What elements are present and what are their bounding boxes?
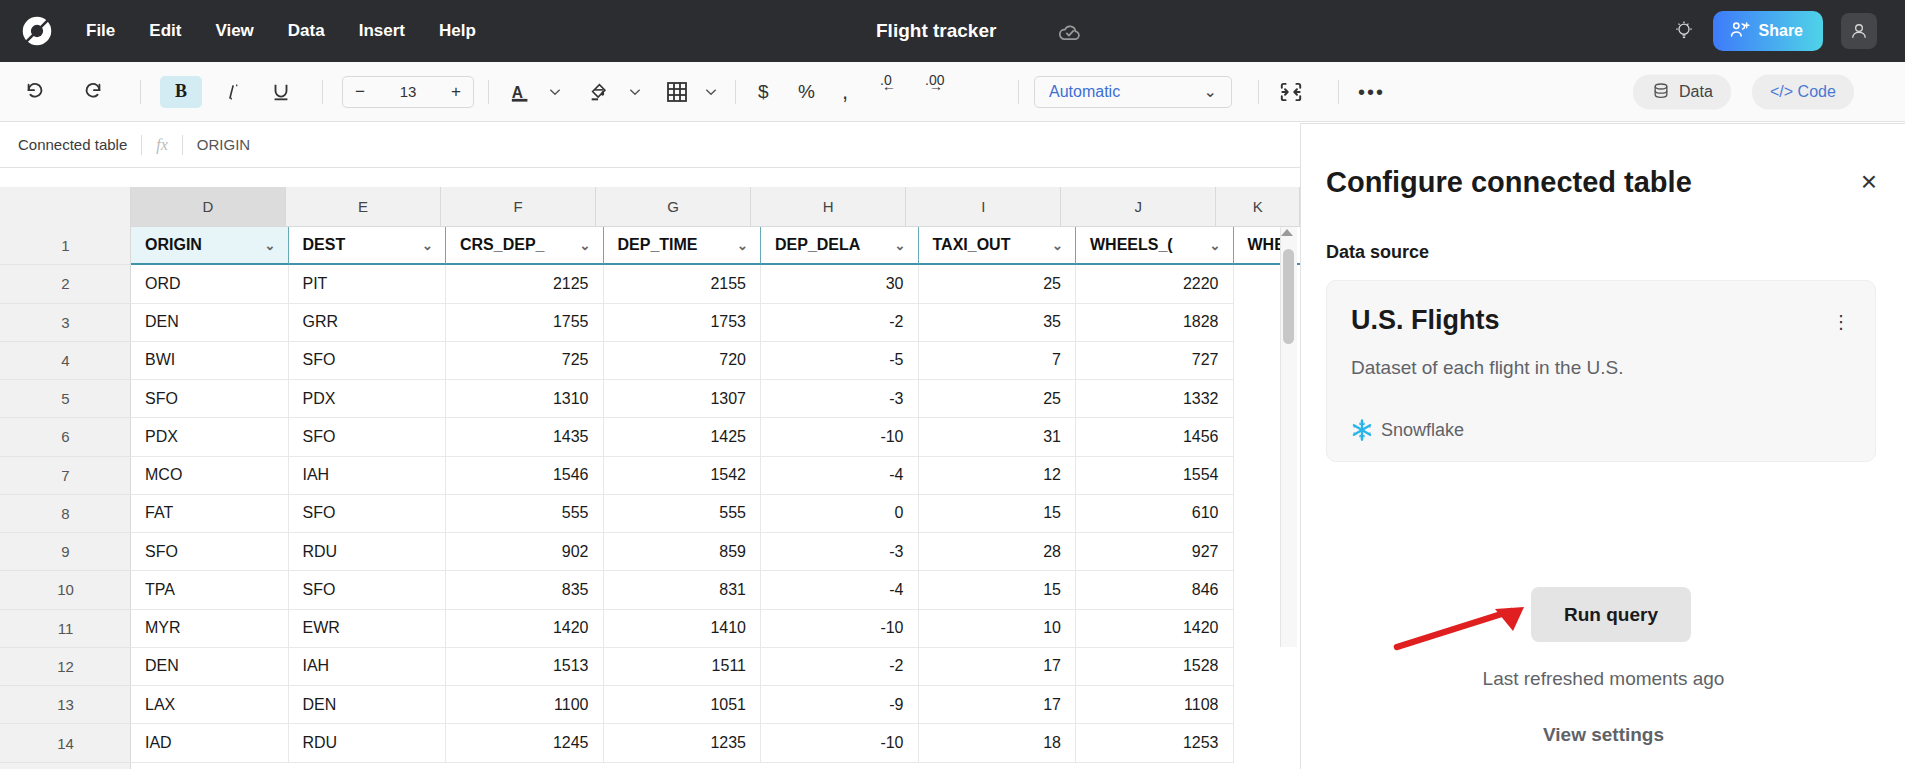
svg-text:A: A [512,83,523,100]
